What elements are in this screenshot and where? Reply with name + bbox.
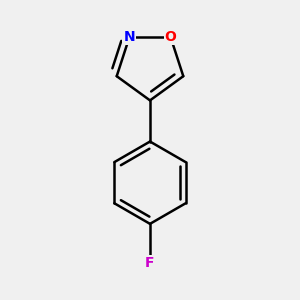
Text: N: N	[124, 30, 135, 44]
Text: F: F	[145, 256, 155, 270]
Text: O: O	[165, 30, 176, 44]
